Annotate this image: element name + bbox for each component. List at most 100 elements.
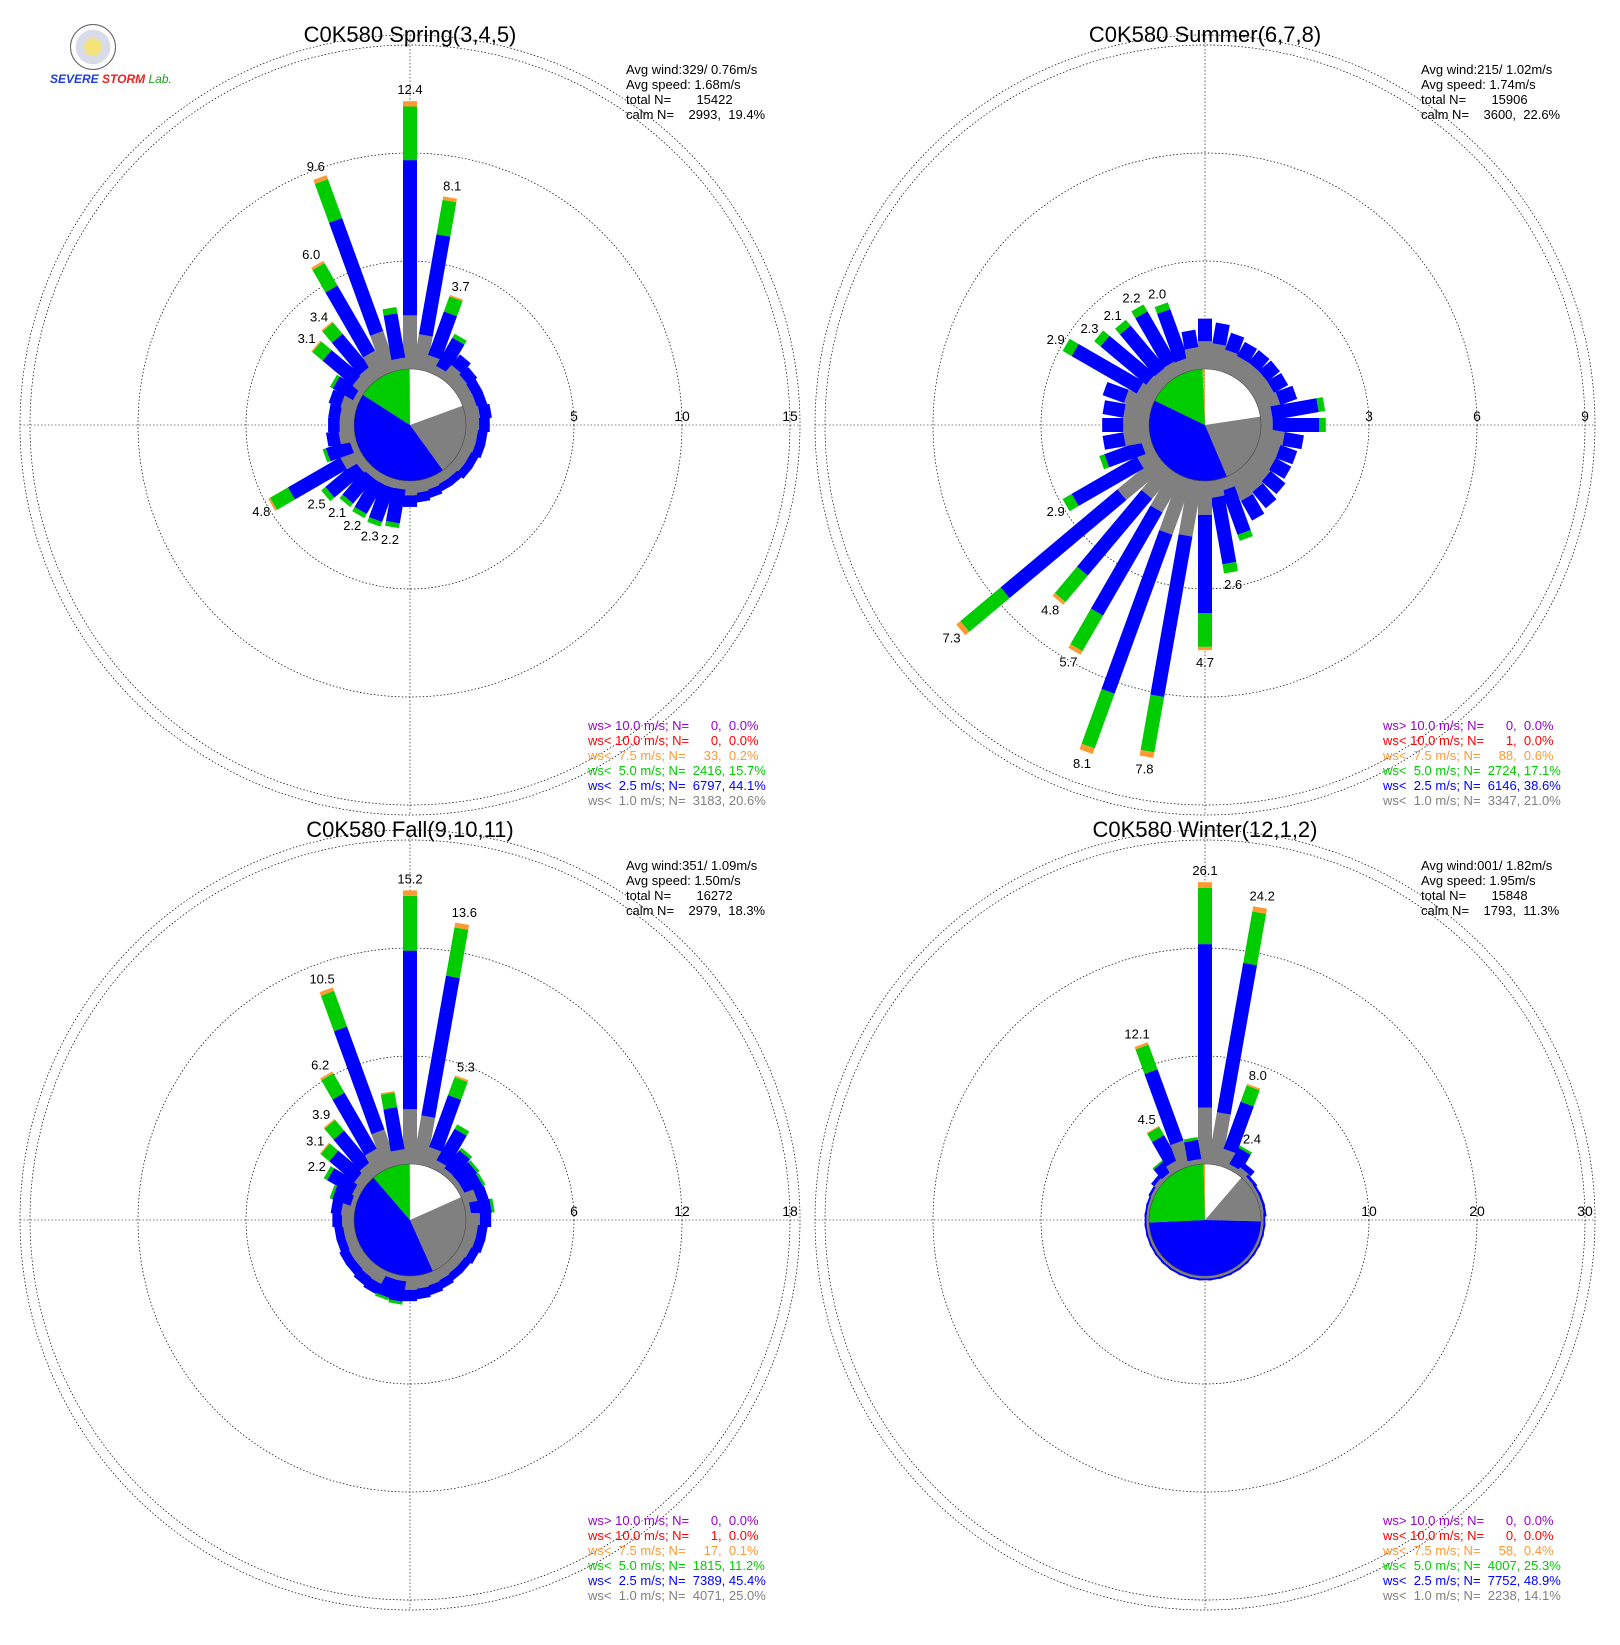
bar-value-label-330: 4.5 [1138, 1112, 1156, 1127]
bar-value-label-0: 12.4 [397, 82, 422, 97]
bar-value-label-20: 8.0 [1249, 1068, 1267, 1083]
bar-value-label-230: 7.3 [943, 631, 961, 646]
legend-entry: ws< 2.5 m/s; N= 7752, 48.9% [1382, 1573, 1561, 1588]
wind-bar-segment-180 [1198, 515, 1212, 613]
bar-value-label-190: 7.8 [1135, 762, 1153, 777]
wind-bar-segment-0 [403, 951, 417, 1110]
wind-bar-segment-90 [1273, 418, 1320, 432]
bar-value-label-340: 9.6 [307, 159, 325, 174]
ring-label: 6 [1473, 408, 1481, 424]
stats-line: Avg speed: 1.68m/s [626, 77, 741, 92]
bar-value-label-310: 3.1 [298, 331, 316, 346]
legend-entry: ws> 10.0 m/s; N= 0, 0.0% [1382, 1513, 1554, 1528]
legend-entry: ws< 10.0 m/s; N= 1, 0.0% [587, 1528, 759, 1543]
bar-value-label-240: 2.9 [1047, 504, 1065, 519]
wind-bar-segment-90 [480, 1213, 491, 1227]
bar-value-label-330: 6.0 [302, 247, 320, 262]
legend-entry: ws< 1.0 m/s; N= 4071, 25.0% [587, 1588, 766, 1603]
wind-bar-segment-350 [391, 1149, 407, 1166]
stats-line: total N= 16272 [626, 888, 733, 903]
wind-bar-segment-0 [1198, 319, 1212, 342]
logo-storm: STORM [102, 72, 145, 86]
chart-title: C0K580 Winter(12,1,2) [1093, 817, 1318, 842]
chart-title: C0K580 Fall(9,10,11) [306, 817, 514, 842]
legend-entry: ws< 5.0 m/s; N= 4007, 25.3% [1382, 1558, 1561, 1573]
legend-entry: ws< 2.5 m/s; N= 6797, 44.1% [587, 778, 766, 793]
wind-bar-segment-80 [478, 404, 492, 420]
wind-bar-segment-280 [1103, 400, 1126, 417]
calm-pie-slice-2 [1149, 1220, 1261, 1276]
bar-value-label-330: 2.2 [1122, 291, 1140, 306]
stats-line: Avg wind:215/ 1.02m/s [1421, 62, 1553, 77]
stats-line: total N= 15848 [1421, 888, 1528, 903]
ring-label: 10 [1361, 1203, 1377, 1219]
bar-value-label-340: 2.0 [1148, 286, 1166, 301]
legend-entry: ws> 10.0 m/s; N= 0, 0.0% [587, 1513, 759, 1528]
bar-value-label-210: 2.2 [343, 518, 361, 533]
legend-entry: ws< 10.0 m/s; N= 1, 0.0% [1382, 733, 1554, 748]
wind-bar-segment-270 [332, 1213, 342, 1227]
wind-bar-segment-90 [1319, 418, 1325, 432]
stats-line: Avg speed: 1.74m/s [1421, 77, 1536, 92]
stats-line: Avg speed: 1.50m/s [626, 873, 741, 888]
bar-value-label-310: 3.1 [306, 1133, 324, 1148]
wind-bar-segment-0 [1198, 888, 1212, 944]
bar-value-label-200: 8.1 [1073, 756, 1091, 771]
bar-value-label-320: 2.1 [1104, 308, 1122, 323]
bar-value-label-220: 4.8 [1041, 602, 1059, 617]
ring-label: 20 [1469, 1203, 1485, 1219]
wind-bar-segment-0 [403, 896, 417, 951]
chart-title: C0K580 Spring(3,4,5) [304, 22, 517, 47]
wind-bar-segment-180 [1198, 613, 1212, 647]
legend-entry: ws< 1.0 m/s; N= 2238, 14.1% [1382, 1588, 1561, 1603]
stats-line: calm N= 2993, 19.4% [626, 107, 766, 122]
legend-entry: ws< 7.5 m/s; N= 33, 0.2% [587, 748, 759, 763]
logo-lab: Lab. [149, 72, 172, 86]
wind-bar-segment-0 [403, 107, 417, 161]
bar-value-label-340: 12.1 [1124, 1026, 1149, 1041]
wind-bar-segment-10 [1212, 323, 1229, 346]
bar-value-label-190: 2.2 [381, 532, 399, 547]
wind-bar-segment-10 [1243, 911, 1266, 965]
legend-entry: ws< 5.0 m/s; N= 2724, 17.1% [1382, 763, 1561, 778]
wind-bar-segment-10 [437, 200, 457, 237]
stats-line: Avg wind:001/ 1.82m/s [1421, 858, 1553, 873]
legend-entry: ws< 1.0 m/s; N= 3183, 20.6% [587, 793, 766, 808]
university-seal-icon [70, 24, 116, 70]
wind-bar-segment-190 [1141, 695, 1165, 753]
wind-bar-segment-340 [315, 179, 342, 223]
stats-line: Avg wind:351/ 1.09m/s [626, 858, 758, 873]
bar-value-label-310: 2.3 [1080, 321, 1098, 336]
wind-bar-segment-0 [403, 160, 417, 315]
wind-bar-segment-10 [446, 927, 468, 978]
legend-entry: ws< 2.5 m/s; N= 6146, 38.6% [1382, 778, 1561, 793]
wind-bar-segment-200 [1082, 689, 1115, 749]
stats-line: Avg wind:329/ 0.76m/s [626, 62, 758, 77]
legend-entry: ws< 1.0 m/s; N= 3347, 21.0% [1382, 793, 1561, 808]
wind-bar-segment-0 [403, 101, 417, 106]
bar-value-label-330: 6.2 [311, 1057, 329, 1072]
wind-bar-segment-0 [403, 890, 417, 895]
legend-entry: ws< 7.5 m/s; N= 58, 0.4% [1382, 1543, 1554, 1558]
bar-value-label-320: 3.4 [310, 310, 328, 325]
legend-entry: ws< 7.5 m/s; N= 88, 0.6% [1382, 748, 1554, 763]
ring-label: 9 [1581, 408, 1589, 424]
stats-line: Avg speed: 1.95m/s [1421, 873, 1536, 888]
wind-bar-segment-270 [1102, 418, 1123, 432]
bar-value-label-20: 3.7 [452, 279, 470, 294]
bar-value-label-230: 2.5 [308, 496, 326, 511]
bar-value-label-10: 24.2 [1250, 889, 1275, 904]
bar-value-label-170: 2.6 [1224, 577, 1242, 592]
bar-value-label-10: 13.6 [452, 905, 477, 920]
legend-entry: ws< 7.5 m/s; N= 17, 0.1% [587, 1543, 759, 1558]
stats-line: total N= 15906 [1421, 92, 1528, 107]
bar-value-label-0: 26.1 [1192, 863, 1217, 878]
legend-entry: ws> 10.0 m/s; N= 0, 0.0% [587, 718, 759, 733]
wind-bar-segment-220 [1055, 567, 1088, 602]
stats-line: calm N= 2979, 18.3% [626, 903, 766, 918]
ring-label: 3 [1365, 408, 1373, 424]
wind-bar-segment-210 [1070, 609, 1103, 652]
legend-entry: ws< 10.0 m/s; N= 0, 0.0% [1382, 1528, 1554, 1543]
